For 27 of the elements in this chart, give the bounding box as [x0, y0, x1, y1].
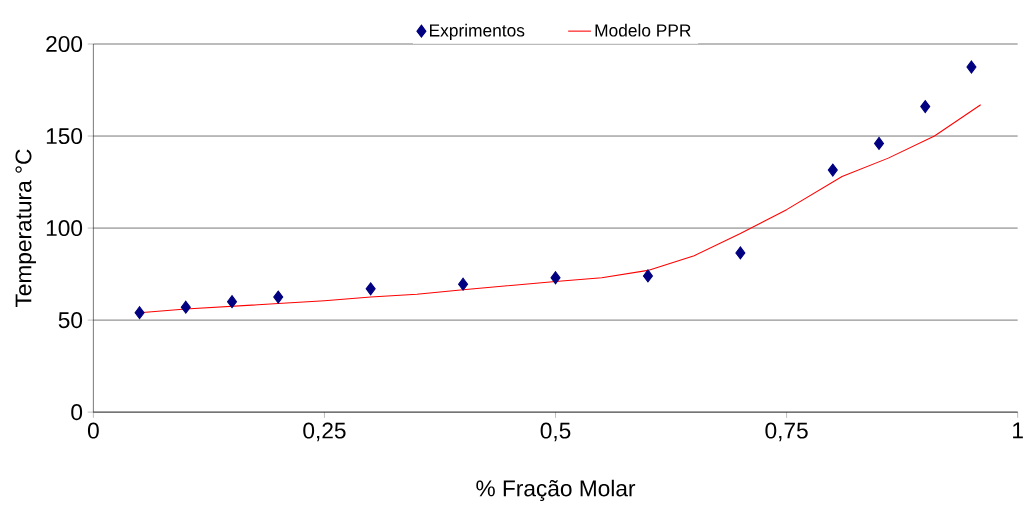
x-axis-title: % Fração Molar	[476, 479, 636, 501]
point	[365, 282, 376, 296]
point	[735, 246, 746, 260]
point	[458, 277, 469, 291]
point	[180, 300, 191, 314]
legend-label: Modelo PPR	[595, 23, 691, 37]
x-tick-label: 0,5	[540, 422, 571, 442]
point	[920, 99, 931, 114]
x-tick-label: 1	[1013, 422, 1023, 439]
point	[134, 306, 145, 320]
x-tick-label: 0,25	[303, 422, 346, 442]
point	[226, 295, 238, 309]
x-tick-label: 0	[87, 422, 99, 439]
point	[550, 271, 561, 285]
point	[873, 136, 885, 150]
y-tick-label: 200	[46, 35, 83, 52]
x-tick-label: 0,75	[765, 422, 808, 442]
y-axis-title: Temperatura °C	[15, 149, 36, 307]
point	[273, 290, 284, 304]
y-tick-label: 0	[71, 404, 83, 421]
legend-label: Exprimentos	[430, 23, 525, 40]
point	[642, 269, 653, 283]
y-tick-label: 50	[58, 311, 83, 329]
point	[827, 163, 838, 177]
point	[966, 60, 977, 74]
y-tick-label: 100	[46, 219, 83, 237]
y-tick-label: 150	[46, 127, 83, 144]
